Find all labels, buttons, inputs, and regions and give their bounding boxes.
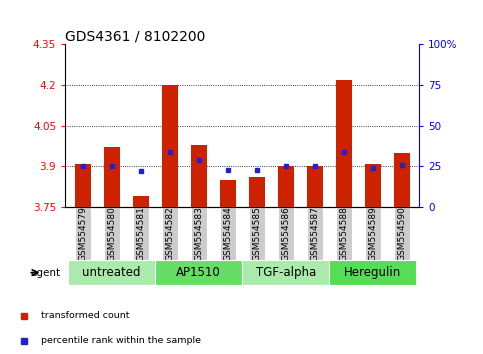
- Text: GSM554583: GSM554583: [194, 206, 203, 261]
- Bar: [162, 207, 178, 260]
- Text: Heregulin: Heregulin: [344, 266, 401, 279]
- Bar: [329, 260, 416, 285]
- Bar: [68, 260, 155, 285]
- Bar: [307, 166, 323, 207]
- Text: percentile rank within the sample: percentile rank within the sample: [41, 336, 201, 345]
- Bar: [104, 147, 120, 207]
- Bar: [365, 207, 381, 260]
- Bar: [307, 207, 323, 260]
- Text: TGF-alpha: TGF-alpha: [256, 266, 316, 279]
- Bar: [394, 153, 410, 207]
- Bar: [242, 260, 329, 285]
- Bar: [249, 177, 265, 207]
- Text: AP1510: AP1510: [176, 266, 221, 279]
- Bar: [191, 207, 207, 260]
- Text: GSM554579: GSM554579: [78, 206, 87, 261]
- Bar: [336, 80, 352, 207]
- Text: GSM554589: GSM554589: [369, 206, 377, 261]
- Bar: [155, 260, 242, 285]
- Bar: [249, 207, 265, 260]
- Bar: [162, 85, 178, 207]
- Text: GSM554586: GSM554586: [281, 206, 290, 261]
- Bar: [133, 196, 149, 207]
- Text: GSM554580: GSM554580: [107, 206, 116, 261]
- Bar: [75, 207, 91, 260]
- Text: GSM554582: GSM554582: [165, 206, 174, 261]
- Text: transformed count: transformed count: [41, 311, 129, 320]
- Bar: [133, 207, 149, 260]
- Bar: [394, 207, 410, 260]
- Text: GSM554588: GSM554588: [339, 206, 348, 261]
- Text: untreated: untreated: [83, 266, 141, 279]
- Bar: [278, 166, 294, 207]
- Bar: [191, 145, 207, 207]
- Text: GSM554581: GSM554581: [136, 206, 145, 261]
- Text: GSM554585: GSM554585: [252, 206, 261, 261]
- Bar: [365, 164, 381, 207]
- Text: GSM554587: GSM554587: [310, 206, 319, 261]
- Text: agent: agent: [30, 268, 60, 278]
- Bar: [104, 207, 120, 260]
- Bar: [220, 180, 236, 207]
- Bar: [336, 207, 352, 260]
- Text: GSM554590: GSM554590: [398, 206, 406, 261]
- Text: GSM554584: GSM554584: [223, 206, 232, 261]
- Bar: [75, 164, 91, 207]
- Bar: [278, 207, 294, 260]
- Text: GDS4361 / 8102200: GDS4361 / 8102200: [65, 29, 206, 43]
- Bar: [220, 207, 236, 260]
